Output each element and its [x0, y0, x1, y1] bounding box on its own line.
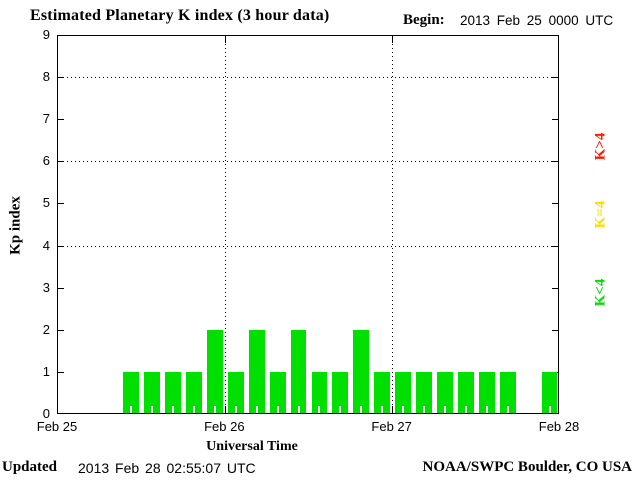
kp-bar	[269, 371, 286, 413]
day-tick-top	[392, 36, 394, 43]
day-boundary-line	[392, 36, 394, 413]
legend-k-eq-4: K=4	[592, 200, 609, 229]
x-tick-label: Feb 26	[204, 419, 245, 434]
x-minor-tick	[255, 406, 258, 413]
x-tick-label: Feb 28	[538, 419, 580, 434]
y-tick-left	[58, 161, 64, 163]
x-minor-tick	[297, 406, 300, 413]
kp-bar	[332, 371, 349, 413]
kp-bar	[165, 371, 181, 413]
kp-bar	[353, 329, 370, 413]
kp-bar	[290, 329, 307, 413]
kp-bar	[437, 371, 453, 413]
x-minor-tick	[506, 406, 509, 413]
y-tick-label: 7	[42, 111, 50, 127]
y-tick-left	[58, 329, 64, 331]
kp-bar	[144, 371, 161, 413]
y-tick-left	[58, 203, 64, 205]
x-minor-tick	[339, 406, 342, 413]
day-tick-bottom	[224, 406, 226, 413]
y-tick-right	[552, 245, 558, 247]
x-tick-label: Feb 27	[371, 419, 412, 434]
y-tick-label: 4	[42, 237, 50, 253]
x-minor-tick	[443, 406, 446, 413]
y-tick-left	[58, 245, 64, 247]
gridline-y4	[59, 245, 557, 247]
y-tick-label: 9	[42, 27, 50, 42]
x-minor-tick	[464, 406, 467, 413]
kp-bar	[478, 371, 495, 413]
y-tick-label: 6	[42, 153, 50, 169]
y-tick-label: 8	[42, 69, 50, 85]
x-minor-tick	[172, 406, 175, 413]
kp-bar	[311, 371, 328, 413]
kp-bar	[499, 371, 516, 413]
x-tick-label: Feb 25	[36, 419, 78, 434]
x-minor-tick	[151, 406, 154, 413]
kp-bar	[541, 371, 558, 413]
kp-bar	[186, 371, 202, 413]
kp-bar	[248, 329, 265, 413]
y-tick-right	[552, 77, 558, 79]
y-tick-right	[552, 161, 558, 163]
y-tick-label: 0	[42, 406, 50, 421]
x-minor-tick	[423, 406, 426, 413]
x-minor-tick	[130, 406, 133, 413]
y-tick-right	[552, 203, 558, 205]
source-credit: NOAA/SWPC Boulder, CO USA	[422, 459, 632, 475]
y-tick-left	[58, 371, 64, 373]
y-axis-title: Kp index	[7, 196, 24, 255]
begin-label: Begin:	[403, 12, 445, 28]
legend-k-lt-4: K<4	[592, 278, 609, 307]
updated-value: 2013 Feb 28 02:55:07 UTC	[78, 460, 256, 476]
x-minor-tick	[548, 406, 551, 413]
y-tick-right	[552, 287, 558, 289]
y-tick-label: 2	[42, 321, 50, 337]
x-minor-tick	[276, 406, 279, 413]
y-tick-right	[552, 119, 558, 121]
x-axis-title: Universal Time	[206, 439, 298, 454]
kp-bar	[374, 371, 391, 413]
gridline-y6	[59, 161, 557, 163]
x-minor-tick	[318, 406, 321, 413]
x-minor-tick	[360, 406, 363, 413]
y-tick-right	[552, 329, 558, 331]
day-boundary-line	[224, 36, 226, 413]
kp-bar	[206, 329, 223, 413]
x-minor-tick	[485, 406, 488, 413]
x-minor-tick	[402, 406, 405, 413]
kp-bar	[457, 371, 474, 413]
y-tick-label: 1	[42, 363, 50, 379]
y-tick-left	[58, 77, 64, 79]
y-tick-left	[58, 287, 64, 289]
kp-bar	[123, 371, 140, 413]
chart-title: Estimated Planetary K index (3 hour data…	[30, 7, 330, 24]
y-tick-left	[58, 119, 64, 121]
kp-bar	[227, 371, 244, 413]
day-tick-top	[224, 36, 226, 43]
updated-label: Updated	[2, 459, 58, 475]
x-minor-tick	[234, 406, 237, 413]
y-tick-label: 5	[42, 195, 50, 211]
x-minor-tick	[213, 406, 216, 413]
kp-bar	[395, 371, 412, 413]
begin-value: 2013 Feb 25 0000 UTC	[460, 13, 614, 28]
day-tick-bottom	[392, 406, 394, 413]
y-tick-label: 3	[42, 279, 50, 295]
x-minor-tick	[192, 406, 195, 413]
x-minor-tick	[381, 406, 384, 413]
legend-k-gt-4: K>4	[592, 132, 609, 161]
kp-bar	[416, 371, 432, 413]
gridline-y8	[59, 77, 557, 79]
plot-area	[57, 35, 559, 414]
